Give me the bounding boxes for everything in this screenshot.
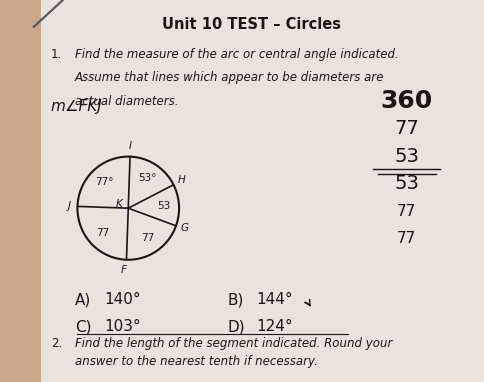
Text: 53: 53 (394, 147, 419, 166)
Text: 144°: 144° (257, 292, 293, 308)
Text: A): A) (75, 292, 91, 308)
Text: I: I (129, 141, 132, 151)
Text: Unit 10 TEST – Circles: Unit 10 TEST – Circles (162, 17, 341, 32)
Text: 77: 77 (397, 204, 416, 219)
Text: B): B) (227, 292, 244, 308)
Text: 77: 77 (141, 233, 154, 243)
Text: 140°: 140° (104, 292, 141, 308)
Text: m∠FKJ: m∠FKJ (51, 99, 103, 115)
Text: D): D) (227, 319, 245, 334)
Text: F: F (121, 265, 127, 275)
Text: 53: 53 (157, 201, 170, 211)
Text: 77: 77 (394, 119, 419, 138)
Text: 77: 77 (96, 228, 109, 238)
Text: H: H (178, 175, 185, 185)
Text: 103°: 103° (104, 319, 141, 334)
Text: 77°: 77° (95, 177, 113, 187)
Text: Find the measure of the arc or central angle indicated.: Find the measure of the arc or central a… (75, 48, 399, 61)
Text: G: G (180, 223, 188, 233)
Text: Find the length of the segment indicated. Round your
answer to the nearest tenth: Find the length of the segment indicated… (75, 337, 393, 368)
Text: actual diameters.: actual diameters. (75, 95, 179, 108)
Text: 77: 77 (397, 231, 416, 246)
Text: 124°: 124° (257, 319, 293, 334)
Text: 1.: 1. (51, 48, 62, 61)
Text: 2.: 2. (51, 337, 62, 350)
Bar (0, 0, 41, 382)
Text: C): C) (75, 319, 91, 334)
Text: 53°: 53° (138, 173, 157, 183)
Text: 360: 360 (380, 89, 433, 113)
Text: K: K (116, 199, 123, 209)
Text: 53: 53 (394, 174, 419, 193)
Text: J: J (67, 201, 71, 211)
Text: Assume that lines which appear to be diameters are: Assume that lines which appear to be dia… (75, 71, 384, 84)
